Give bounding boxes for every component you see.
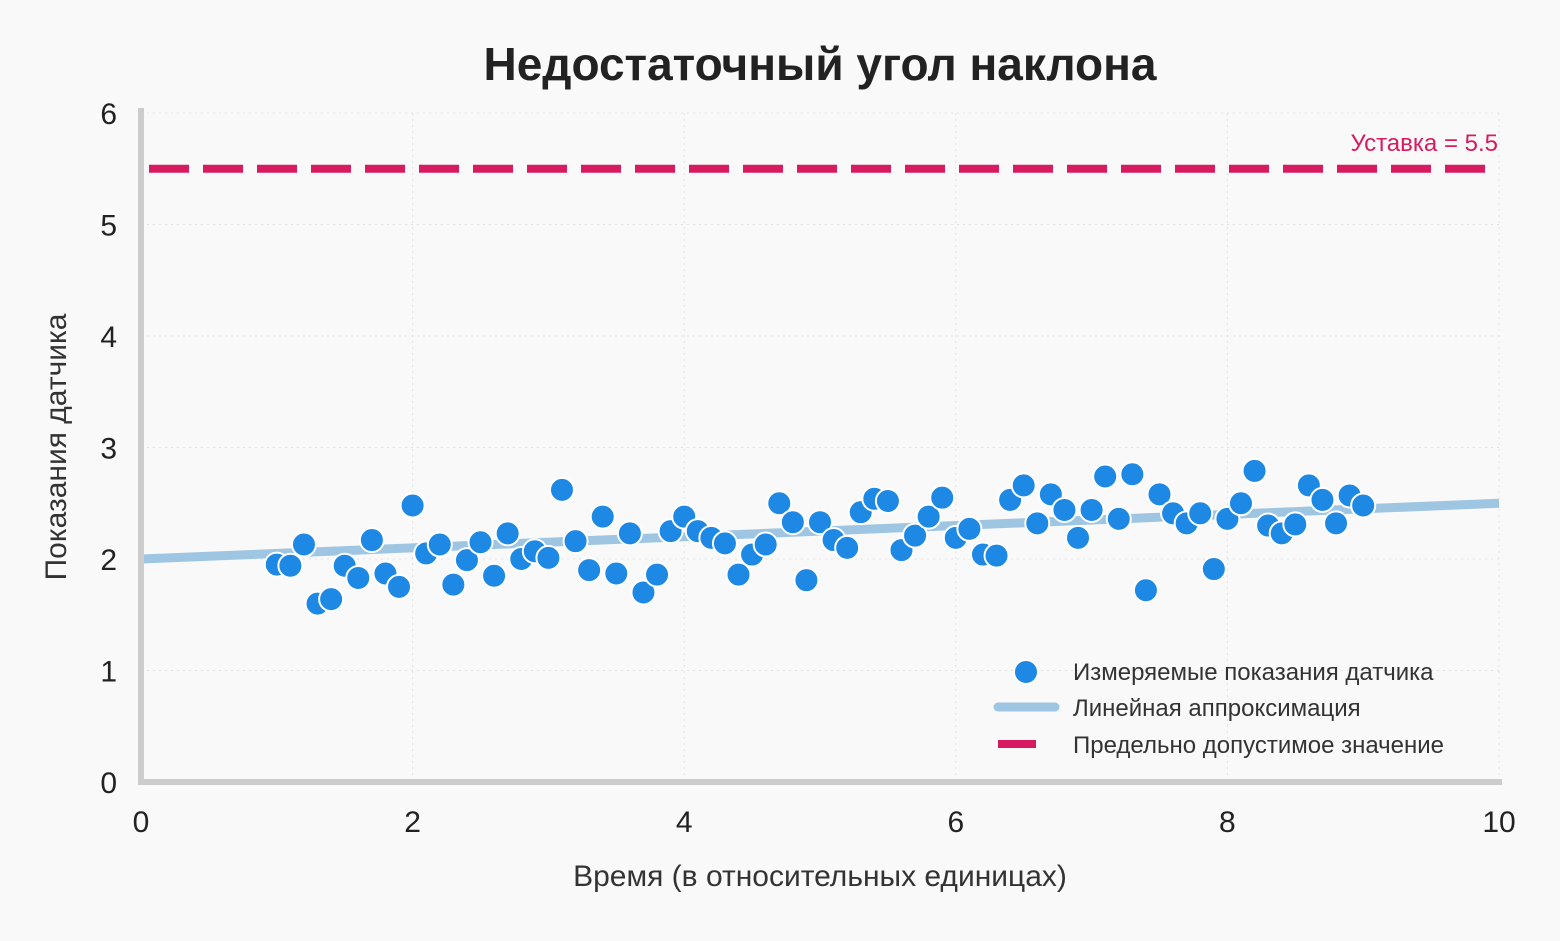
data-point xyxy=(1051,496,1078,523)
legend-label-limit: Предельно допустимое значение xyxy=(1073,732,1444,759)
y-tick-label: 1 xyxy=(100,656,117,689)
x-axis-label: Время (в относительных единицах) xyxy=(573,860,1067,893)
data-point xyxy=(1024,510,1051,537)
data-point xyxy=(1282,511,1309,538)
data-point xyxy=(616,520,643,547)
x-tick-label: 6 xyxy=(947,806,964,839)
data-point xyxy=(874,488,901,515)
data-point xyxy=(453,547,480,574)
data-point xyxy=(290,531,317,558)
y-tick-label: 0 xyxy=(100,767,117,800)
data-point xyxy=(603,560,630,587)
data-point xyxy=(1350,492,1377,519)
y-axis-label: Показания датчика xyxy=(40,313,73,580)
data-point xyxy=(562,528,589,555)
data-point xyxy=(630,579,657,606)
data-point xyxy=(481,562,508,589)
data-point xyxy=(793,567,820,594)
data-point xyxy=(915,503,942,530)
tick-labels: 0 2 4 6 8 10 0 1 2 3 4 5 6 xyxy=(100,98,1515,839)
data-point xyxy=(1010,472,1037,499)
data-point xyxy=(358,527,385,554)
data-point xyxy=(644,561,671,588)
data-point xyxy=(1200,556,1227,583)
legend-scatter-marker xyxy=(1013,659,1039,685)
data-point xyxy=(711,530,738,557)
data-point xyxy=(983,542,1010,569)
legend: Измеряемые показания датчика Линейная ап… xyxy=(993,659,1444,759)
data-point xyxy=(779,509,806,536)
data-point xyxy=(1146,481,1173,508)
data-point xyxy=(1092,463,1119,490)
data-point xyxy=(535,544,562,571)
x-tick-label: 10 xyxy=(1482,806,1515,839)
data-point xyxy=(1241,457,1268,484)
data-point xyxy=(1309,486,1336,513)
data-point xyxy=(467,529,494,556)
legend-label-scatter: Измеряемые показания датчика xyxy=(1073,659,1434,686)
data-point xyxy=(1078,496,1105,523)
x-tick-label: 8 xyxy=(1219,806,1236,839)
data-point xyxy=(725,561,752,588)
data-point xyxy=(1132,577,1159,604)
data-point xyxy=(1119,461,1146,488)
x-tick-label: 0 xyxy=(133,806,150,839)
data-point xyxy=(1187,500,1214,527)
y-tick-label: 4 xyxy=(100,321,117,354)
data-point xyxy=(399,492,426,519)
data-point xyxy=(1323,510,1350,537)
data-point xyxy=(1227,490,1254,517)
chart-title: Недостаточный угол наклона xyxy=(483,38,1156,90)
y-tick-label: 2 xyxy=(100,544,117,577)
data-point xyxy=(807,509,833,536)
data-point xyxy=(752,531,779,558)
data-point xyxy=(345,564,372,591)
scatter-points xyxy=(263,457,1377,617)
y-tick-label: 3 xyxy=(100,433,117,466)
x-tick-label: 4 xyxy=(676,806,693,839)
data-point xyxy=(576,557,603,584)
data-point xyxy=(589,503,616,530)
data-point xyxy=(386,573,413,600)
data-point xyxy=(929,484,956,511)
x-tick-label: 2 xyxy=(404,806,421,839)
data-point xyxy=(956,515,983,542)
y-tick-label: 6 xyxy=(100,98,117,131)
data-point xyxy=(1065,524,1092,551)
data-point xyxy=(426,531,453,558)
data-point xyxy=(318,586,345,613)
data-point xyxy=(548,476,575,503)
data-point xyxy=(494,520,521,547)
data-point xyxy=(1105,505,1132,532)
axes xyxy=(138,108,1502,785)
data-point xyxy=(902,522,929,549)
data-point xyxy=(277,552,304,579)
data-point xyxy=(766,490,793,517)
legend-label-fit: Линейная аппроксимация xyxy=(1073,695,1361,722)
data-point xyxy=(834,534,861,561)
data-point xyxy=(440,571,467,598)
setpoint-annotation: Уставка = 5.5 xyxy=(1350,130,1498,157)
y-tick-label: 5 xyxy=(100,210,117,243)
